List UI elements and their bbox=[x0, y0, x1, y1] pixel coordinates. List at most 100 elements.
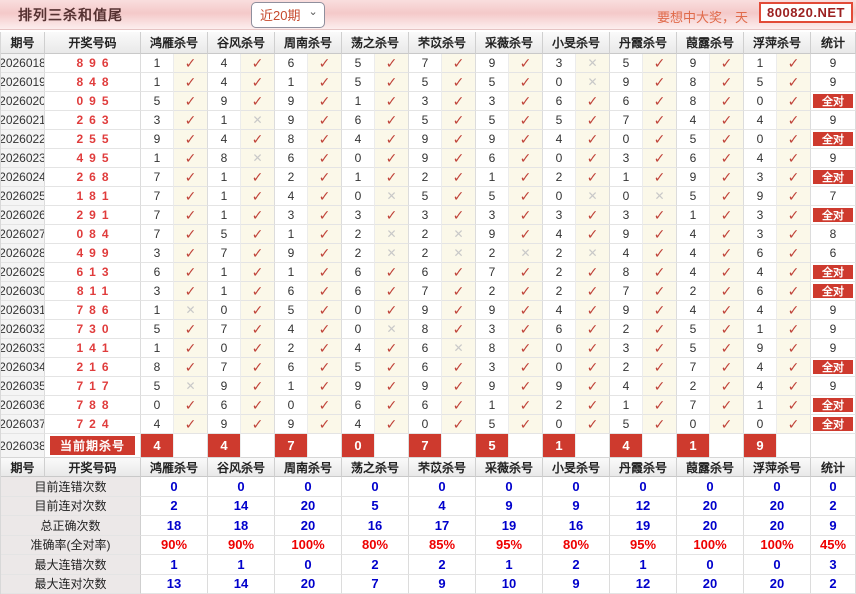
table-row: 2026020 095 5 ✓ 9 ✓ 9 ✓ 1 ✓ 3 ✓ 3 ✓ 6 ✓ 6 ✓ 8 ✓ 0 ✓ 全对 bbox=[1, 92, 856, 111]
summary-column-header-expert: 鸿雁杀号 bbox=[141, 458, 208, 477]
check-icon: ✓ bbox=[710, 73, 744, 92]
draw-numbers-cell: 717 bbox=[45, 377, 141, 396]
check-icon: ✓ bbox=[519, 282, 532, 299]
table-row: 2026022 255 9 ✓ 4 ✓ 8 ✓ 4 ✓ 9 ✓ 9 ✓ 4 ✓ 0 ✓ 5 ✓ 0 ✓ 全对 bbox=[1, 130, 856, 149]
divider bbox=[0, 30, 856, 32]
check-icon: ✓ bbox=[519, 301, 532, 318]
check-icon: ✓ bbox=[586, 415, 599, 432]
kill-number-cell: 4 bbox=[342, 339, 375, 358]
check-icon: ✓ bbox=[184, 130, 197, 147]
all-correct-badge: 全对 bbox=[813, 417, 853, 431]
check-icon: ✓ bbox=[643, 54, 677, 73]
check-icon: ✓ bbox=[308, 263, 342, 282]
kill-number-cell: 4 bbox=[141, 415, 174, 434]
check-icon: ✓ bbox=[318, 301, 331, 318]
kill-number-cell: 9 bbox=[476, 54, 509, 73]
column-header-expert: 鸿雁杀号 bbox=[141, 32, 208, 54]
summary-value-cell: 90% bbox=[141, 535, 208, 555]
summary-stat-cell: 0 bbox=[811, 477, 856, 497]
kill-number-cell: 6 bbox=[342, 282, 375, 301]
kill-number-cell: 1 bbox=[208, 168, 241, 187]
summary-value-cell: 0 bbox=[476, 477, 543, 497]
kill-number-cell: 6 bbox=[610, 92, 643, 111]
check-icon: ✓ bbox=[452, 92, 465, 109]
kill-number-cell: 4 bbox=[744, 111, 777, 130]
kill-number-cell: 4 bbox=[275, 187, 308, 206]
summary-value-cell: 20 bbox=[744, 574, 811, 594]
range-select[interactable]: 近20期 ⌄ bbox=[251, 1, 325, 28]
check-icon: ✓ bbox=[251, 130, 264, 147]
summary-value-cell: 0 bbox=[208, 477, 275, 497]
kill-number-cell: 1 bbox=[476, 396, 509, 415]
check-icon: ✓ bbox=[653, 225, 666, 242]
kill-number-cell: 4 bbox=[677, 244, 710, 263]
kill-number-cell: 7 bbox=[141, 225, 174, 244]
summary-value-cell: 0 bbox=[409, 477, 476, 497]
summary-value-cell: 14 bbox=[208, 496, 275, 516]
kill-number-cell: 6 bbox=[409, 396, 442, 415]
summary-value-cell: 20 bbox=[744, 496, 811, 516]
cross-icon: ✕ bbox=[453, 227, 464, 241]
cross-icon: ✕ bbox=[442, 225, 476, 244]
kill-number-cell: 4 bbox=[677, 111, 710, 130]
stat-cell: 9 bbox=[811, 339, 856, 358]
check-icon: ✓ bbox=[720, 111, 733, 128]
stat-cell: 9 bbox=[811, 54, 856, 73]
kill-number-cell: 7 bbox=[141, 206, 174, 225]
kill-number-cell: 9 bbox=[409, 130, 442, 149]
kill-number-cell: 8 bbox=[476, 339, 509, 358]
kill-number-cell: 9 bbox=[677, 168, 710, 187]
check-icon: ✓ bbox=[777, 320, 811, 339]
kill-number-cell: 1 bbox=[610, 168, 643, 187]
check-icon: ✓ bbox=[586, 92, 599, 109]
site-badge[interactable]: 800820.NET bbox=[759, 2, 853, 23]
topbar: 排列三杀和值尾 近20期 ⌄ 要想中大奖，天 800820.NET bbox=[0, 0, 856, 30]
check-icon: ✓ bbox=[710, 339, 744, 358]
summary-value-cell: 80% bbox=[342, 535, 409, 555]
check-icon: ✓ bbox=[318, 73, 331, 90]
check-icon: ✓ bbox=[586, 206, 599, 223]
kill-number-cell: 6 bbox=[342, 396, 375, 415]
check-icon: ✓ bbox=[184, 263, 197, 280]
check-icon: ✓ bbox=[710, 396, 744, 415]
check-icon: ✓ bbox=[720, 339, 733, 356]
check-icon: ✓ bbox=[442, 54, 476, 73]
kill-number-cell: 6 bbox=[409, 263, 442, 282]
summary-stat-cell: 3 bbox=[811, 555, 856, 575]
check-icon: ✓ bbox=[452, 111, 465, 128]
check-icon: ✓ bbox=[519, 396, 532, 413]
check-icon: ✓ bbox=[787, 168, 800, 185]
kill-number-cell: 9 bbox=[208, 377, 241, 396]
kill-number-cell: 0 bbox=[543, 149, 576, 168]
check-icon: ✓ bbox=[241, 263, 275, 282]
check-icon: ✓ bbox=[777, 168, 811, 187]
kill-number-cell: 2 bbox=[342, 244, 375, 263]
kill-number-cell: 5 bbox=[141, 377, 174, 396]
check-icon: ✓ bbox=[509, 130, 543, 149]
check-icon: ✓ bbox=[653, 339, 666, 356]
check-icon: ✓ bbox=[251, 282, 264, 299]
check-icon: ✓ bbox=[385, 377, 398, 394]
summary-stat-cell: 2 bbox=[811, 574, 856, 594]
kill-number-cell: 2 bbox=[543, 168, 576, 187]
table-body: 2026018 896 1 ✓ 4 ✓ 6 ✓ 5 ✓ 7 ✓ 9 ✓ 3 ✕ 5 ✓ 9 ✓ 1 ✓ 9 2026019 84… bbox=[1, 54, 856, 434]
check-icon: ✓ bbox=[509, 168, 543, 187]
check-icon: ✓ bbox=[442, 206, 476, 225]
current-kill-number-cell: 5 bbox=[476, 434, 509, 458]
summary-value-cell: 90% bbox=[208, 535, 275, 555]
column-header-expert: 丹霞杀号 bbox=[610, 32, 677, 54]
check-icon: ✓ bbox=[643, 111, 677, 130]
check-icon: ✓ bbox=[375, 168, 409, 187]
check-icon: ✓ bbox=[385, 149, 398, 166]
check-icon: ✓ bbox=[318, 320, 331, 337]
check-icon: ✓ bbox=[241, 282, 275, 301]
kill-number-cell: 1 bbox=[141, 54, 174, 73]
check-icon: ✓ bbox=[710, 168, 744, 187]
check-icon: ✓ bbox=[184, 244, 197, 261]
check-icon: ✓ bbox=[174, 73, 208, 92]
kill-number-cell: 1 bbox=[744, 396, 777, 415]
kill-number-cell: 5 bbox=[677, 130, 710, 149]
table-header-row: 期号 开奖号码 鸿雁杀号 谷风杀号 周南杀号 荡之杀号 芣苡杀号 采薇杀号 小旻杀号 丹霞杀号 葭露… bbox=[1, 32, 856, 54]
cross-icon: ✕ bbox=[520, 246, 531, 260]
stat-cell: 全对 bbox=[811, 282, 856, 301]
